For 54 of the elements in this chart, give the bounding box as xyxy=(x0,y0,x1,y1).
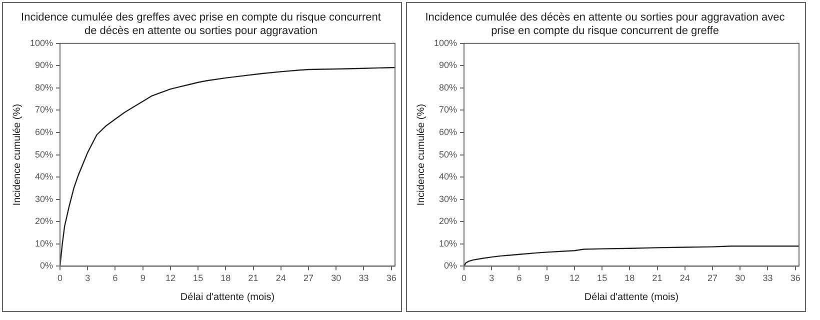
y-tick-label: 20% xyxy=(35,216,54,226)
y-tick-label: 0% xyxy=(40,260,54,271)
y-tick-label: 80% xyxy=(439,82,458,92)
y-tick-label: 10% xyxy=(439,238,458,248)
y-tick-label: 10% xyxy=(35,238,54,248)
x-tick-label: 24 xyxy=(276,273,286,284)
y-tick-label: 70% xyxy=(439,104,458,115)
x-tick-label: 6 xyxy=(516,273,522,284)
x-tick-label: 21 xyxy=(652,273,662,284)
chart-title: Incidence cumulée des décès en attente ou sorties pour aggravation avec prise en compte du risque concurrent de greffe xyxy=(425,12,786,37)
x-tick-label: 3 xyxy=(489,273,494,284)
x-tick-label: 0 xyxy=(58,273,63,284)
x-tick-label: 9 xyxy=(140,273,146,284)
y-tick-label: 30% xyxy=(439,194,458,204)
x-tick-label: 36 xyxy=(790,273,800,284)
x-tick-label: 3 xyxy=(85,273,90,284)
chart-title: Incidence cumulée des greffes avec prise en compte du risque concurrent de décès en attente ou sorties pour aggravation xyxy=(21,12,381,37)
y-tick-label: 40% xyxy=(439,172,458,182)
x-axis-title: Délai d'attente (mois) xyxy=(584,292,679,303)
x-tick-label: 9 xyxy=(544,273,550,284)
x-axis-title: Délai d'attente (mois) xyxy=(180,292,275,303)
y-tick-label: 60% xyxy=(35,127,54,138)
y-axis-title: Incidence cumulée (%) xyxy=(12,104,23,206)
x-tick-label: 30 xyxy=(735,273,746,284)
x-tick-label: 18 xyxy=(624,273,635,284)
x-tick-label: 24 xyxy=(680,273,690,284)
x-tick-label: 27 xyxy=(303,273,314,284)
y-tick-label: 70% xyxy=(35,104,54,115)
x-tick-label: 30 xyxy=(331,273,342,284)
y-tick-label: 60% xyxy=(439,127,458,138)
y-tick-label: 80% xyxy=(35,82,54,92)
x-tick-label: 27 xyxy=(707,273,718,284)
x-tick-label: 21 xyxy=(248,273,258,284)
y-tick-label: 20% xyxy=(439,216,458,226)
x-tick-label: 0 xyxy=(462,273,467,284)
x-tick-label: 33 xyxy=(762,273,773,284)
x-tick-label: 6 xyxy=(112,273,118,284)
x-tick-label: 12 xyxy=(165,273,176,284)
y-tick-label: 100% xyxy=(434,38,458,48)
y-axis-title: Incidence cumulée (%) xyxy=(416,104,427,206)
y-tick-label: 100% xyxy=(30,38,54,48)
y-tick-label: 50% xyxy=(439,149,458,160)
y-tick-label: 0% xyxy=(444,260,458,271)
x-tick-label: 15 xyxy=(597,273,608,284)
x-tick-label: 36 xyxy=(386,273,396,284)
y-tick-label: 50% xyxy=(35,149,54,160)
x-tick-label: 33 xyxy=(358,273,369,284)
y-tick-label: 30% xyxy=(35,194,54,204)
y-tick-label: 90% xyxy=(439,60,458,70)
y-tick-label: 90% xyxy=(35,60,54,70)
x-tick-label: 18 xyxy=(220,273,231,284)
x-tick-label: 12 xyxy=(569,273,580,284)
y-tick-label: 40% xyxy=(35,172,54,182)
x-tick-label: 15 xyxy=(193,273,204,284)
